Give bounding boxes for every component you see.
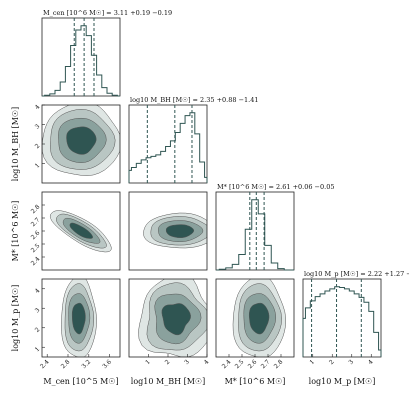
y-tick-label-mp: 1 <box>34 346 42 354</box>
contour-mbh-mstar-level-3 <box>165 224 195 238</box>
x-tick-label-mbh: 4 <box>203 358 211 366</box>
y-tick-label-mstar: 2.8 <box>30 203 42 215</box>
x-axis-label-mp: log10 M_p [M☉] <box>309 377 376 386</box>
y-tick-label-mbh: 1 <box>34 162 42 170</box>
panel-frame <box>41 278 121 358</box>
x-tick-label-mstar: 2.8 <box>273 358 285 370</box>
y-axis-label-mstar: M* [10^6 M☉] <box>11 201 20 262</box>
panel-frame <box>128 191 208 271</box>
x-tick-label-mstar: 2.6 <box>247 358 259 370</box>
y-tick-label-mp: 3 <box>34 307 42 315</box>
x-tick-label-mp: 2 <box>328 358 336 366</box>
histogram-mstar <box>216 199 294 271</box>
y-tick-label-mstar: 2.5 <box>30 242 42 254</box>
x-tick-label-mstar: 2.5 <box>234 358 246 370</box>
x-tick-label-mcen: 3.6 <box>101 358 113 370</box>
density-panel-mcen-mbh <box>41 104 121 184</box>
x-axis-label-mbh: log10 M_BH [M☉] <box>131 377 205 386</box>
title-mstar: M* [10^6 M☉] = 2.61 +0.06 −0.05 <box>217 183 334 191</box>
x-tick-label-mp: 1 <box>309 358 317 366</box>
contour-mcen-mstar-level-3 <box>69 222 93 239</box>
panel-frame <box>128 104 208 184</box>
y-tick-label-mstar: 2.4 <box>30 255 42 267</box>
density-panel-mbh-mstar <box>128 191 208 271</box>
panel-frame <box>41 17 121 97</box>
contour-mbh-mp-level-3 <box>161 303 191 336</box>
histogram-mp <box>302 286 382 357</box>
y-tick-label-mstar: 2.7 <box>30 216 42 228</box>
y-axis-label-mbh: log10 M_BH [M☉] <box>11 107 20 181</box>
x-tick-label-mbh: 1 <box>144 358 152 366</box>
x-tick-label-mp: 3 <box>348 358 356 366</box>
title-mcen: M_cen [10^6 M☉] = 3.11 +0.19 −0.19 <box>43 9 172 17</box>
contour-mcen-mp-level-3 <box>71 302 86 335</box>
histogram-mcen <box>42 25 120 97</box>
panel-frame <box>302 278 382 358</box>
panel-frame <box>215 191 295 271</box>
y-tick-label-mstar: 2.6 <box>30 229 42 241</box>
hist-panel-mbh: log10 M_BH [M☉] = 2.35 +0.88 −1.41 <box>128 96 258 184</box>
title-mbh: log10 M_BH [M☉] = 2.35 +0.88 −1.41 <box>130 96 258 104</box>
x-tick-label-mcen: 2.8 <box>60 358 72 370</box>
density-panel-mbh-mp <box>128 278 208 358</box>
x-tick-label-mbh: 2 <box>164 358 172 366</box>
y-axis-label-mp: log10 M_p [M☉] <box>11 285 20 352</box>
x-tick-label-mbh: 3 <box>183 358 191 366</box>
hist-panel-mstar: M* [10^6 M☉] = 2.61 +0.06 −0.05 <box>215 183 334 271</box>
title-mp: log10 M_p [M☉] = 2.22 +1.27 −1.28 <box>304 270 409 278</box>
x-tick-label-mp: 4 <box>367 358 375 366</box>
contour-mcen-mbh-level-3 <box>66 126 97 155</box>
y-tick-label-mbh: 4 <box>34 103 42 111</box>
x-axis-label-mcen: M_cen [10^5 M☉] <box>43 377 118 386</box>
density-panel-mcen-mp <box>41 278 121 358</box>
density-panel-mstar-mp <box>215 278 295 358</box>
y-tick-label-mp: 4 <box>34 287 42 295</box>
y-tick-label-mbh: 3 <box>34 123 42 131</box>
y-tick-label-mbh: 2 <box>34 142 42 150</box>
x-tick-label-mstar: 2.7 <box>260 358 272 370</box>
x-tick-label-mcen: 2.4 <box>39 358 51 370</box>
x-axis-label-mstar: M* [10^6 M☉] <box>225 377 286 386</box>
hist-panel-mp: log10 M_p [M☉] = 2.22 +1.27 −1.28 <box>302 270 409 358</box>
contour-mstar-mp-level-3 <box>248 302 270 335</box>
density-panel-mcen-mstar <box>41 191 121 271</box>
y-tick-label-mp: 2 <box>34 326 42 334</box>
histogram-mbh <box>128 112 208 183</box>
x-tick-label-mcen: 3.2 <box>81 358 93 370</box>
hist-panel-mcen: M_cen [10^6 M☉] = 3.11 +0.19 −0.19 <box>41 9 172 97</box>
x-tick-label-mstar: 2.4 <box>221 358 233 370</box>
